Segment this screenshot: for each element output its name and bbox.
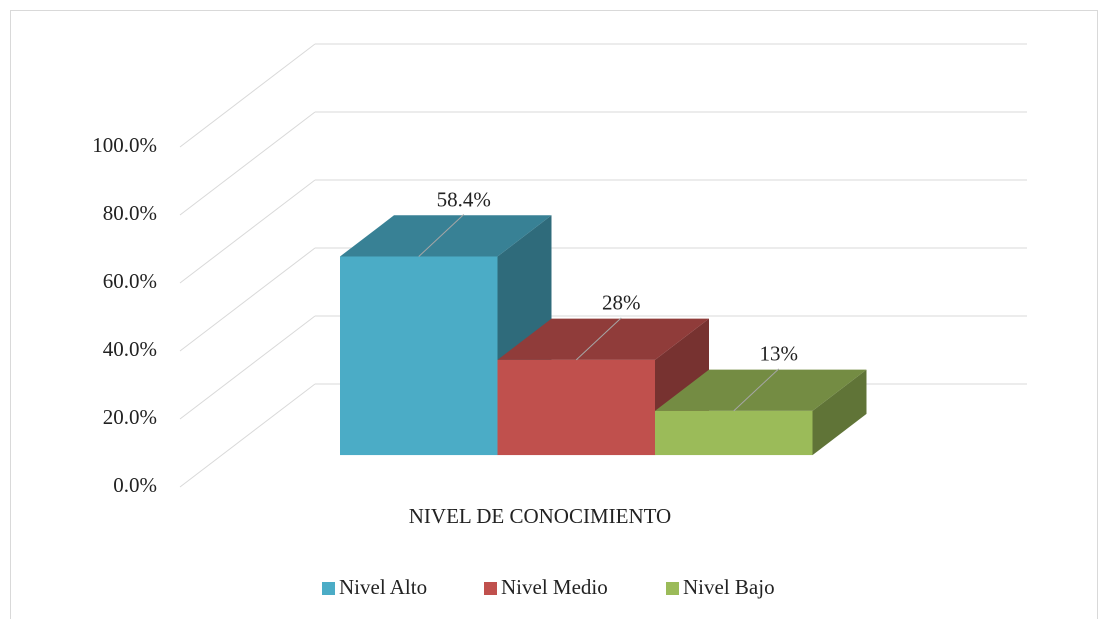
grid-line-side (179, 179, 316, 284)
x-axis-label: NIVEL DE CONOCIMIENTO (409, 504, 671, 528)
y-tick-label: 40.0% (103, 337, 157, 361)
leader-line (733, 368, 780, 412)
leader-line (418, 214, 465, 257)
bar-side (812, 369, 867, 456)
legend-label: Nivel Bajo (683, 575, 775, 599)
bar (655, 410, 813, 456)
y-tick-label: 80.0% (103, 201, 157, 225)
leader-line (575, 317, 622, 361)
legend-label: Nivel Alto (339, 575, 427, 599)
grid-line-side (179, 383, 316, 488)
y-tick-label: 60.0% (103, 269, 157, 293)
y-tick-label: 100.0% (92, 133, 157, 157)
legend-swatch (322, 582, 335, 595)
bar-top (340, 215, 552, 257)
legend-swatch (484, 582, 497, 595)
bar-top (655, 369, 867, 411)
legend-swatch (666, 582, 679, 595)
legend-label: Nivel Medio (501, 575, 608, 599)
grid-line-side (179, 111, 316, 216)
grid-line-side (179, 43, 316, 148)
grid-line-side (179, 315, 316, 420)
bar-top (497, 318, 709, 360)
data-label: 58.4% (437, 187, 491, 211)
chart-border (10, 10, 1098, 619)
y-tick-label: 0.0% (113, 473, 157, 497)
bar (497, 359, 655, 456)
data-label: 28% (602, 291, 641, 315)
bar (340, 256, 498, 456)
data-label: 13% (760, 342, 799, 366)
grid-line-side (179, 247, 316, 352)
y-tick-label: 20.0% (103, 405, 157, 429)
